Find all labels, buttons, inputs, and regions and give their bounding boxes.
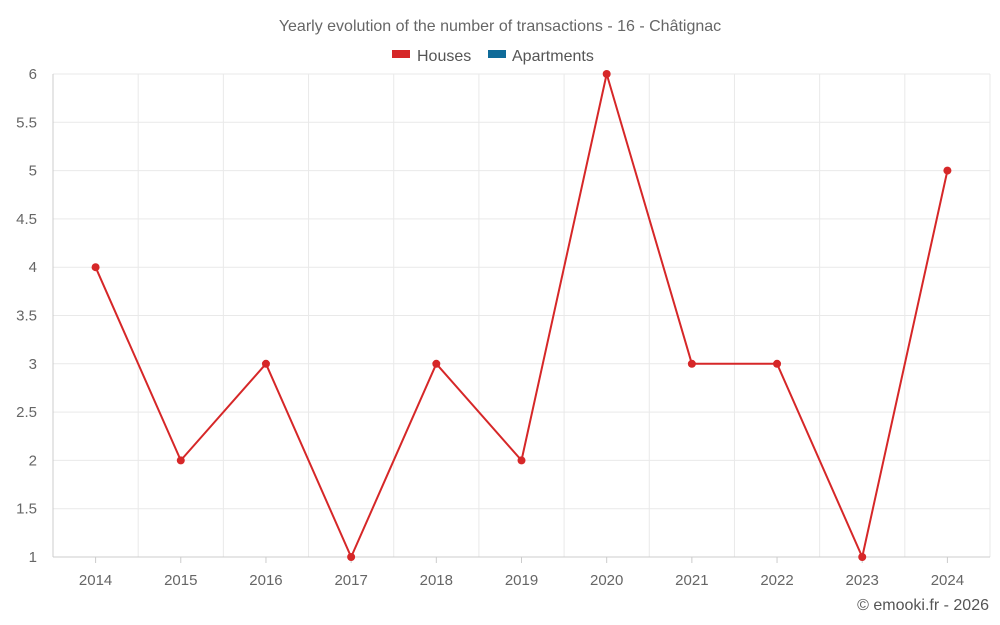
x-tick-label: 2015 bbox=[164, 572, 197, 589]
data-point-houses-2021[interactable] bbox=[687, 359, 696, 368]
legend-item-houses[interactable]: Houses bbox=[392, 48, 471, 65]
legend: Houses Apartments bbox=[392, 48, 594, 65]
grid bbox=[52, 73, 991, 558]
x-tick-label: 2017 bbox=[334, 572, 367, 589]
data-point-houses-2014[interactable] bbox=[91, 263, 100, 272]
data-point-houses-2022[interactable] bbox=[773, 359, 782, 368]
y-tick-label: 5 bbox=[29, 163, 37, 180]
data-point-houses-2020[interactable] bbox=[602, 70, 611, 78]
data-point-houses-2018[interactable] bbox=[432, 359, 441, 368]
x-tick-label: 2018 bbox=[420, 572, 453, 589]
series-layer bbox=[91, 70, 952, 561]
y-tick-label: 3 bbox=[29, 356, 37, 373]
legend-label-apartments: Apartments bbox=[512, 48, 594, 65]
x-tick-label: 2020 bbox=[590, 572, 623, 589]
legend-item-apartments[interactable]: Apartments bbox=[488, 48, 594, 65]
y-tick-label: 3.5 bbox=[16, 308, 37, 325]
data-point-houses-2016[interactable] bbox=[261, 359, 270, 368]
x-axis: 2014 2015 2016 2017 2018 2019 2020 2021 2022 2023… bbox=[53, 556, 990, 589]
y-tick-label: 2.5 bbox=[16, 404, 37, 421]
y-tick-label: 4 bbox=[29, 259, 37, 276]
y-tick-label: 5.5 bbox=[16, 114, 37, 131]
x-tick-label: 2021 bbox=[675, 572, 708, 589]
x-tick-label: 2022 bbox=[760, 572, 793, 589]
y-tick-label: 4.5 bbox=[16, 211, 37, 228]
legend-swatch-houses bbox=[392, 50, 410, 58]
data-point-houses-2019[interactable] bbox=[517, 456, 526, 465]
y-tick-label: 6 bbox=[29, 66, 37, 83]
x-tick-label: 2014 bbox=[79, 572, 112, 589]
y-axis: 1 1.5 2 2.5 3 3.5 4 4.5 5 5.5 6 bbox=[16, 66, 54, 566]
legend-swatch-apartments bbox=[488, 50, 506, 58]
y-tick-label: 1 bbox=[29, 549, 37, 566]
chart-title: Yearly evolution of the number of transa… bbox=[279, 18, 721, 35]
y-tick-label: 1.5 bbox=[16, 501, 37, 518]
data-point-houses-2017[interactable] bbox=[347, 553, 356, 561]
x-tick-label: 2019 bbox=[505, 572, 538, 589]
legend-label-houses: Houses bbox=[417, 48, 471, 65]
y-tick-label: 2 bbox=[29, 452, 37, 469]
data-point-houses-2023[interactable] bbox=[858, 553, 867, 561]
data-point-houses-2015[interactable] bbox=[176, 456, 185, 465]
data-point-houses-2024[interactable] bbox=[943, 166, 952, 175]
credit-text: © emooki.fr - 2026 bbox=[857, 597, 989, 614]
x-tick-label: 2024 bbox=[931, 572, 964, 589]
x-tick-label: 2023 bbox=[846, 572, 879, 589]
x-tick-label: 2016 bbox=[249, 572, 282, 589]
